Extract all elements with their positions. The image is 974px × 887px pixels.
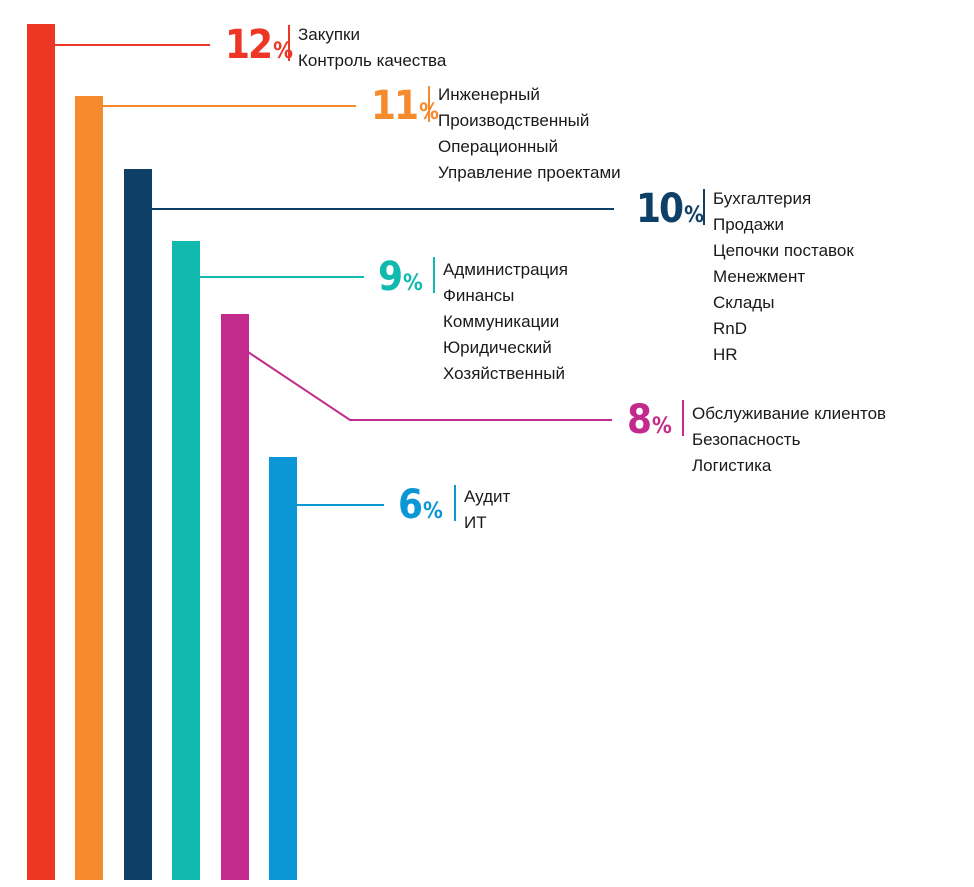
department-label: RnD	[713, 319, 747, 338]
department-label: Хозяйственный	[443, 364, 565, 383]
series-9-percent: 9% Администрация Финансы Коммуникации Юридич…	[172, 241, 568, 880]
series-10-percent: 10% Бухгалтерия Продажи Цепочки поставок Мен…	[124, 169, 854, 880]
department-label: Производственный	[438, 111, 589, 130]
bar-8-percent	[221, 314, 249, 880]
department-label: Склады	[713, 293, 774, 312]
department-label: Финансы	[443, 286, 514, 305]
department-label: Контроль качества	[298, 51, 447, 70]
percent-value: 6%	[398, 482, 443, 528]
department-label: Коммуникации	[443, 312, 559, 331]
department-label: Операционный	[438, 137, 558, 156]
series-6-percent: 6% Аудит ИТ	[269, 457, 510, 880]
bar-9-percent	[172, 241, 200, 880]
series-11-percent: 11%Инженерный Производственный Операционны…	[75, 83, 621, 880]
percent-value: 11%	[371, 83, 439, 129]
percent-value: 12%	[225, 22, 293, 68]
department-label: Логистика	[692, 456, 772, 475]
series-12-percent: 12% Закупки Контроль качества	[27, 22, 447, 880]
department-label: Управление проектами	[438, 163, 621, 182]
department-label: Цепочки поставок	[713, 241, 854, 260]
bar-11-percent	[75, 96, 103, 880]
department-label: Юридический	[443, 338, 552, 357]
department-label: ИТ	[464, 513, 487, 532]
department-label: HR	[713, 345, 738, 364]
department-label: Бухгалтерия	[713, 189, 811, 208]
bar-6-percent	[269, 457, 297, 880]
bar-10-percent	[124, 169, 152, 880]
department-label: Продажи	[713, 215, 784, 234]
department-label: Безопасность	[692, 430, 801, 449]
department-label: Инженерный	[438, 85, 540, 104]
percent-value: 10%	[636, 186, 704, 232]
department-label: Аудит	[464, 487, 510, 506]
leader-line	[247, 351, 612, 421]
bar-12-percent	[27, 24, 55, 880]
series-8-percent: 8% Обслуживание клиентов Безопасность Логис…	[221, 314, 886, 880]
department-label: Администрация	[443, 260, 568, 279]
percent-value: 9%	[378, 254, 423, 300]
department-label: Менежмент	[713, 267, 805, 286]
department-label: Обслуживание клиентов	[692, 404, 886, 423]
department-label: Закупки	[298, 25, 360, 44]
percent-value: 8%	[627, 397, 672, 443]
